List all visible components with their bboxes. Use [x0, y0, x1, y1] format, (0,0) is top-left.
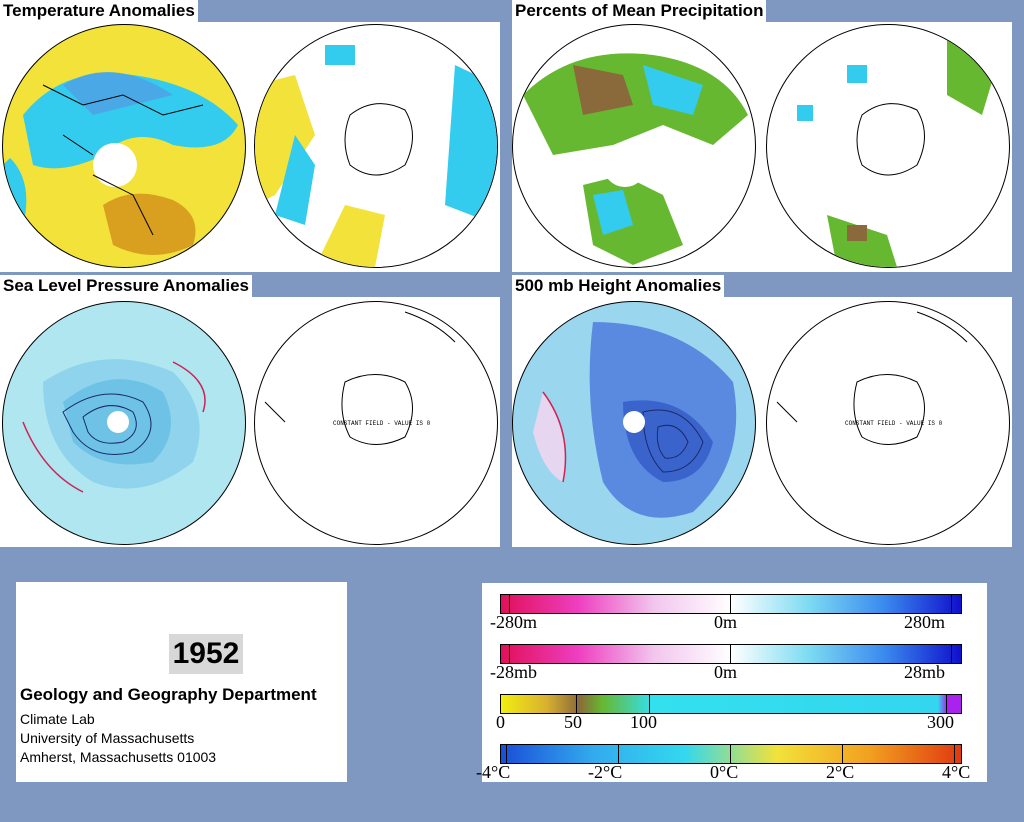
temp-label-minus4: -4°C: [476, 762, 511, 782]
university-name: University of Massachusetts: [20, 730, 195, 746]
precip-label-50: 50: [564, 712, 582, 732]
pressure-globe-north[interactable]: [2, 301, 246, 545]
address: Amherst, Massachusetts 01003: [20, 749, 217, 765]
height-colorbar: [500, 594, 962, 614]
height-anomaly-title: 500 mb Height Anomalies: [512, 275, 725, 297]
precip-label-0: 0: [496, 712, 505, 732]
pressure-min-label: -28mb: [490, 662, 537, 682]
pressure-max-label: 28mb: [904, 662, 946, 682]
height-mid-label: 0m: [714, 612, 738, 632]
height-globe-north[interactable]: [512, 301, 756, 545]
pressure-mid-label: 0m: [714, 662, 738, 682]
height-max-label: 280m: [904, 612, 946, 632]
pressure-colorbar: [500, 644, 962, 664]
temp-label-4: 4°C: [942, 762, 971, 782]
height-anomaly-panel: 500 mb Height Anomalies CONSTANT FIELD -…: [512, 275, 1012, 547]
precipitation-globe-north[interactable]: [512, 24, 756, 268]
year-label: 1952: [169, 634, 243, 674]
precip-label-100: 100: [630, 712, 657, 732]
pressure-globe-south[interactable]: CONSTANT FIELD - VALUE IS 0: [254, 301, 498, 545]
credits-box: 1952 Geology and Geography Department Cl…: [16, 582, 347, 782]
sea-level-pressure-panel: Sea Level Pressure Anomalies CONSTANT FI…: [0, 275, 500, 547]
temp-label-0: 0°C: [710, 762, 739, 782]
temperature-globe-north[interactable]: [2, 24, 246, 268]
temp-label-minus2: -2°C: [588, 762, 623, 782]
temperature-globe-south[interactable]: [254, 24, 498, 268]
constant-field-note-pressure: CONSTANT FIELD - VALUE IS 0: [333, 420, 431, 427]
precipitation-colorbar: [500, 694, 962, 714]
precipitation-panel: Percents of Mean Precipitation: [512, 0, 1012, 272]
department-name: Geology and Geography Department: [20, 685, 317, 704]
legend-panel: -280m 0m 280m -28mb 0m 28mb 0 50 100 300…: [476, 583, 987, 782]
temp-label-2: 2°C: [826, 762, 855, 782]
lab-name: Climate Lab: [20, 711, 95, 727]
height-min-label: -280m: [490, 612, 537, 632]
constant-field-note-height: CONSTANT FIELD - VALUE IS 0: [845, 420, 943, 427]
temperature-colorbar: [500, 744, 962, 764]
temperature-panel: Temperature Anomalies: [0, 0, 500, 272]
precipitation-globe-south[interactable]: [766, 24, 1010, 268]
precip-label-300: 300: [927, 712, 954, 732]
height-globe-south[interactable]: CONSTANT FIELD - VALUE IS 0: [766, 301, 1010, 545]
temperature-title: Temperature Anomalies: [0, 0, 198, 22]
precipitation-title: Percents of Mean Precipitation: [512, 0, 767, 22]
sea-level-pressure-title: Sea Level Pressure Anomalies: [0, 275, 253, 297]
